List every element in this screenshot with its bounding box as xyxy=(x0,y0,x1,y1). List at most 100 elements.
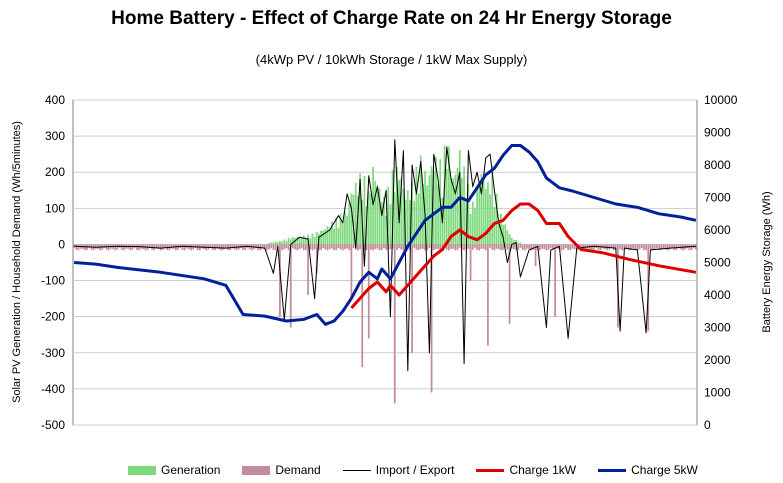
demand-bar xyxy=(302,244,305,251)
demand-bar xyxy=(389,244,392,250)
generation-bar xyxy=(409,200,411,245)
generation-bar xyxy=(283,239,286,245)
y-left-tick-label: 100 xyxy=(45,201,65,215)
demand-bar xyxy=(272,244,275,251)
demand-bar xyxy=(627,244,630,251)
generation-bar xyxy=(510,237,513,245)
demand-bar xyxy=(333,244,335,251)
generation-bar xyxy=(396,166,398,245)
generation-bar xyxy=(320,230,322,245)
demand-bar xyxy=(328,244,331,250)
demand-bar xyxy=(361,244,364,368)
generation-bar xyxy=(495,193,498,245)
demand-bar xyxy=(352,244,355,249)
demand-bar xyxy=(471,244,474,250)
generation-bar xyxy=(480,174,483,245)
legend-swatch-charge-5kw xyxy=(598,468,627,472)
generation-bar xyxy=(350,193,353,245)
legend-swatch-charge-1kw xyxy=(476,468,505,472)
demand-bar xyxy=(242,244,244,251)
demand-bar xyxy=(591,244,593,251)
demand-bar xyxy=(463,244,465,251)
demand-bar xyxy=(543,244,546,250)
demand-bar xyxy=(285,244,288,249)
demand-bar xyxy=(346,244,348,249)
demand-bar xyxy=(227,244,229,251)
demand-bar xyxy=(673,244,676,251)
demand-bar xyxy=(497,244,500,249)
generation-bar xyxy=(348,202,351,245)
demand-bar xyxy=(424,244,426,251)
demand-bar xyxy=(294,244,296,250)
demand-bar xyxy=(651,244,654,251)
demand-bar xyxy=(482,244,485,249)
generation-bar xyxy=(502,224,504,245)
demand-bar xyxy=(669,244,671,250)
legend-item-import-export: Import / Export xyxy=(342,463,454,477)
demand-bar xyxy=(318,244,320,251)
demand-bar xyxy=(658,244,660,251)
demand-bar xyxy=(250,244,253,251)
demand-bar xyxy=(554,244,556,317)
y-right-tick-label: 1000 xyxy=(704,386,731,400)
legend-item-charge-1kw: Charge 1kW xyxy=(476,463,576,477)
demand-bar xyxy=(567,244,569,250)
demand-bar xyxy=(309,244,312,250)
generation-bar xyxy=(311,233,314,245)
generation-bar xyxy=(352,194,355,245)
demand-bar xyxy=(393,244,396,404)
demand-bar xyxy=(348,244,351,251)
demand-bar xyxy=(378,244,381,251)
generation-bar xyxy=(296,237,299,245)
generation-bar xyxy=(389,204,392,245)
demand-bar xyxy=(350,244,353,299)
demand-bar xyxy=(380,244,383,250)
demand-bar xyxy=(528,244,530,250)
demand-bar xyxy=(159,244,162,251)
demand-bar xyxy=(662,244,665,249)
y-right-tick-label: 7000 xyxy=(704,191,731,205)
demand-bar xyxy=(422,244,424,249)
demand-bar xyxy=(365,244,368,251)
demand-bar xyxy=(435,244,437,249)
generation-bar xyxy=(328,228,331,245)
demand-bar xyxy=(428,244,431,248)
demand-bar xyxy=(289,244,292,328)
demand-bar xyxy=(437,244,439,249)
y-right-tick-label: 2000 xyxy=(704,353,731,367)
chart-plot: 4003002001000-100-200-300-400-5001000090… xyxy=(11,93,773,432)
demand-bar xyxy=(552,244,554,250)
generation-bar xyxy=(359,173,361,245)
demand-bar xyxy=(335,244,338,251)
generation-bar xyxy=(300,237,303,245)
demand-bar xyxy=(636,244,639,251)
demand-bar xyxy=(370,244,372,250)
y-right-tick-label: 5000 xyxy=(704,256,731,270)
demand-bar xyxy=(279,244,281,317)
demand-bar xyxy=(534,244,537,267)
demand-bar xyxy=(324,244,327,250)
y-left-tick-label: 400 xyxy=(45,93,65,107)
demand-bar xyxy=(521,244,524,250)
demand-bar xyxy=(114,244,117,251)
demand-bar xyxy=(116,244,119,250)
demand-bar xyxy=(653,244,656,250)
legend-label-charge-5kw: Charge 5kW xyxy=(631,463,698,477)
y-right-tick-label: 6000 xyxy=(704,223,731,237)
generation-bar xyxy=(363,175,366,245)
generation-bar xyxy=(517,242,520,245)
demand-bar xyxy=(608,244,611,250)
demand-bar xyxy=(270,244,273,249)
generation-bar xyxy=(292,237,294,245)
demand-bar xyxy=(625,244,628,249)
generation-bar xyxy=(385,215,387,245)
generation-bar xyxy=(393,192,396,245)
generation-bar xyxy=(324,229,327,245)
demand-bar xyxy=(649,244,652,250)
demand-bar xyxy=(621,244,624,251)
generation-bar xyxy=(404,199,407,245)
generation-bar xyxy=(413,200,416,245)
demand-bar xyxy=(337,244,340,249)
demand-bar xyxy=(677,244,680,249)
generation-bar xyxy=(519,242,522,245)
